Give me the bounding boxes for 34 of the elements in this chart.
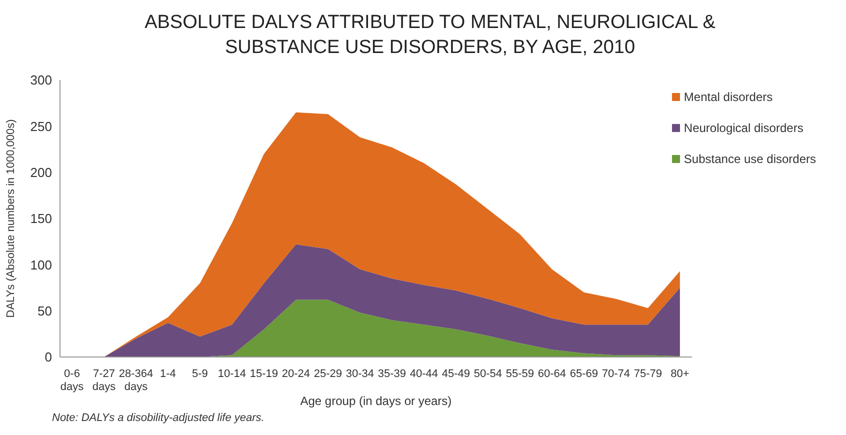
y-tick-label: 250	[30, 118, 52, 134]
x-tick-label: 80+	[670, 368, 690, 380]
y-tick-label: 50	[38, 303, 52, 318]
x-tick-label: 40-44	[410, 368, 438, 380]
y-tick-label: 200	[30, 164, 52, 180]
x-tick-label: 20-24	[282, 368, 310, 380]
x-tick-label: 30-34	[346, 368, 374, 380]
x-tick-label: 55-59	[506, 368, 534, 380]
x-tick-label: 5-9	[192, 368, 208, 380]
chart-title: ABSOLUTE DALYS ATTRIBUTED TO MENTAL, NEUROLIGICAL & SUBSTANCE USE DISORDERS, BY AGE, 2010	[144, 11, 716, 60]
x-tick-label: 35-39	[378, 368, 406, 380]
y-tick-label: 300	[30, 72, 52, 88]
x-axis-title: Age group (in days or years)	[300, 394, 452, 408]
text: Note: DALYs a disobility-adjusted life years.	[52, 412, 264, 424]
x-tick-label: 75-79	[634, 368, 662, 380]
legend-label: Substance use disorders	[684, 152, 816, 166]
x-tick-label: 0-6 days	[60, 368, 84, 393]
y-tick-label: 150	[30, 211, 52, 226]
y-axis-title: DALYs (Absolute numbers in 1000,000s)	[4, 119, 17, 318]
x-tick-label: 15-19	[250, 368, 278, 380]
legend-label: Mental disorders	[684, 90, 773, 104]
y-tick-label: 100	[30, 257, 52, 272]
x-tick-label: 60-64	[538, 368, 566, 380]
x-tick-label: 7-27 days	[92, 368, 116, 393]
x-tick-label: 28-364 days	[118, 368, 154, 393]
legend-label: Neurological disorders	[684, 121, 804, 135]
x-tick-label: 1-4	[160, 368, 176, 380]
x-tick-label: 10-14	[218, 368, 246, 380]
x-tick-label: 65-69	[570, 368, 598, 380]
y-tick-label: 0	[44, 350, 52, 365]
x-tick-label: 50-54	[474, 368, 502, 380]
x-tick-label: 25-29	[314, 368, 342, 380]
x-tick-label: 45-49	[442, 368, 470, 380]
x-tick-label: 70-74	[602, 368, 630, 380]
